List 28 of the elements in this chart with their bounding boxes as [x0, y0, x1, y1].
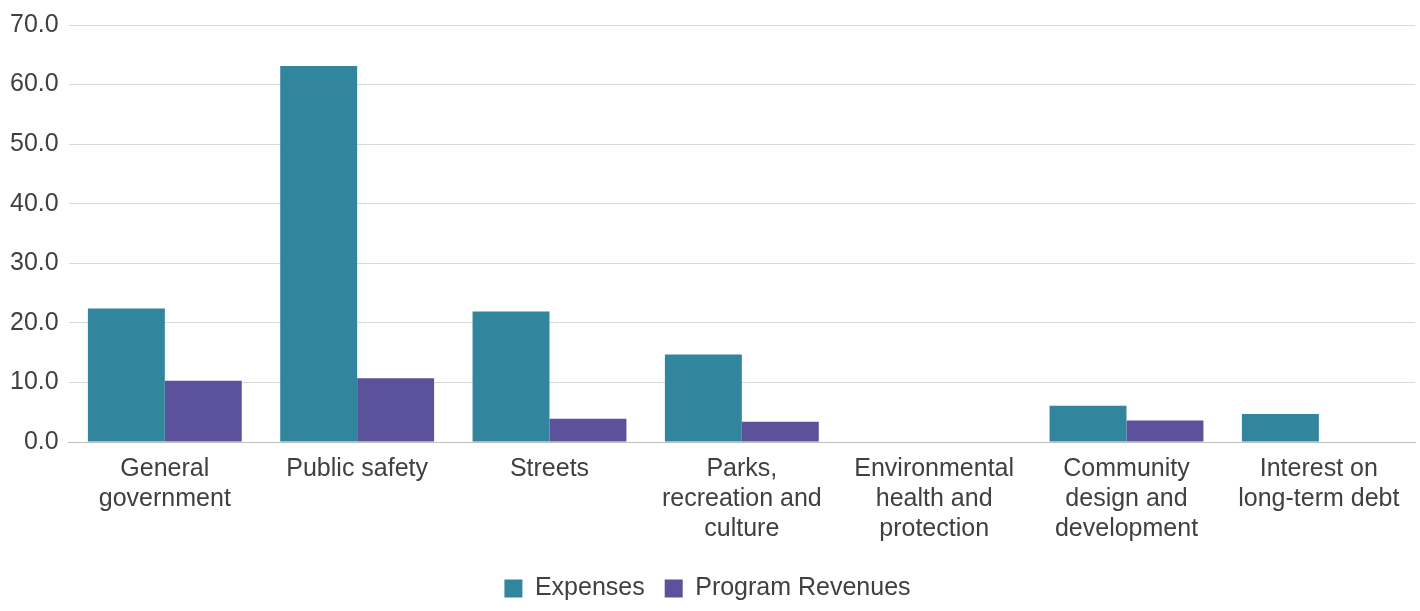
bar	[1049, 405, 1127, 442]
x-tick-label: Environmental health and protection	[854, 452, 1015, 541]
bar	[472, 311, 550, 442]
y-tick-label: 70.0	[9, 8, 59, 37]
y-tick-label: 0.0	[23, 425, 59, 454]
bar	[549, 418, 627, 442]
legend-label: Expenses	[534, 572, 645, 601]
bar	[664, 354, 742, 442]
y-tick-label: 60.0	[9, 68, 59, 97]
x-tick-label: Public safety	[286, 452, 429, 481]
y-tick-label: 40.0	[9, 187, 59, 216]
y-tick-label: 30.0	[9, 247, 59, 276]
bar	[1126, 420, 1204, 442]
x-tick-label: Streets	[509, 452, 590, 481]
bar	[1241, 414, 1319, 442]
x-tick-label: Parks, recreation and culture	[661, 452, 822, 541]
x-tick-label: Interest on long-term debt	[1238, 452, 1400, 511]
x-tick-label: General government	[98, 452, 231, 511]
y-tick-label: 50.0	[9, 128, 59, 157]
bar	[164, 380, 242, 442]
bar	[357, 378, 435, 442]
bar	[741, 421, 819, 442]
legend-label: Program Revenues	[695, 572, 911, 601]
y-tick-label: 20.0	[9, 306, 59, 335]
bar	[87, 308, 165, 442]
x-tick-label: Community design and development	[1054, 452, 1199, 541]
bar	[280, 66, 358, 442]
y-tick-label: 10.0	[9, 366, 59, 395]
